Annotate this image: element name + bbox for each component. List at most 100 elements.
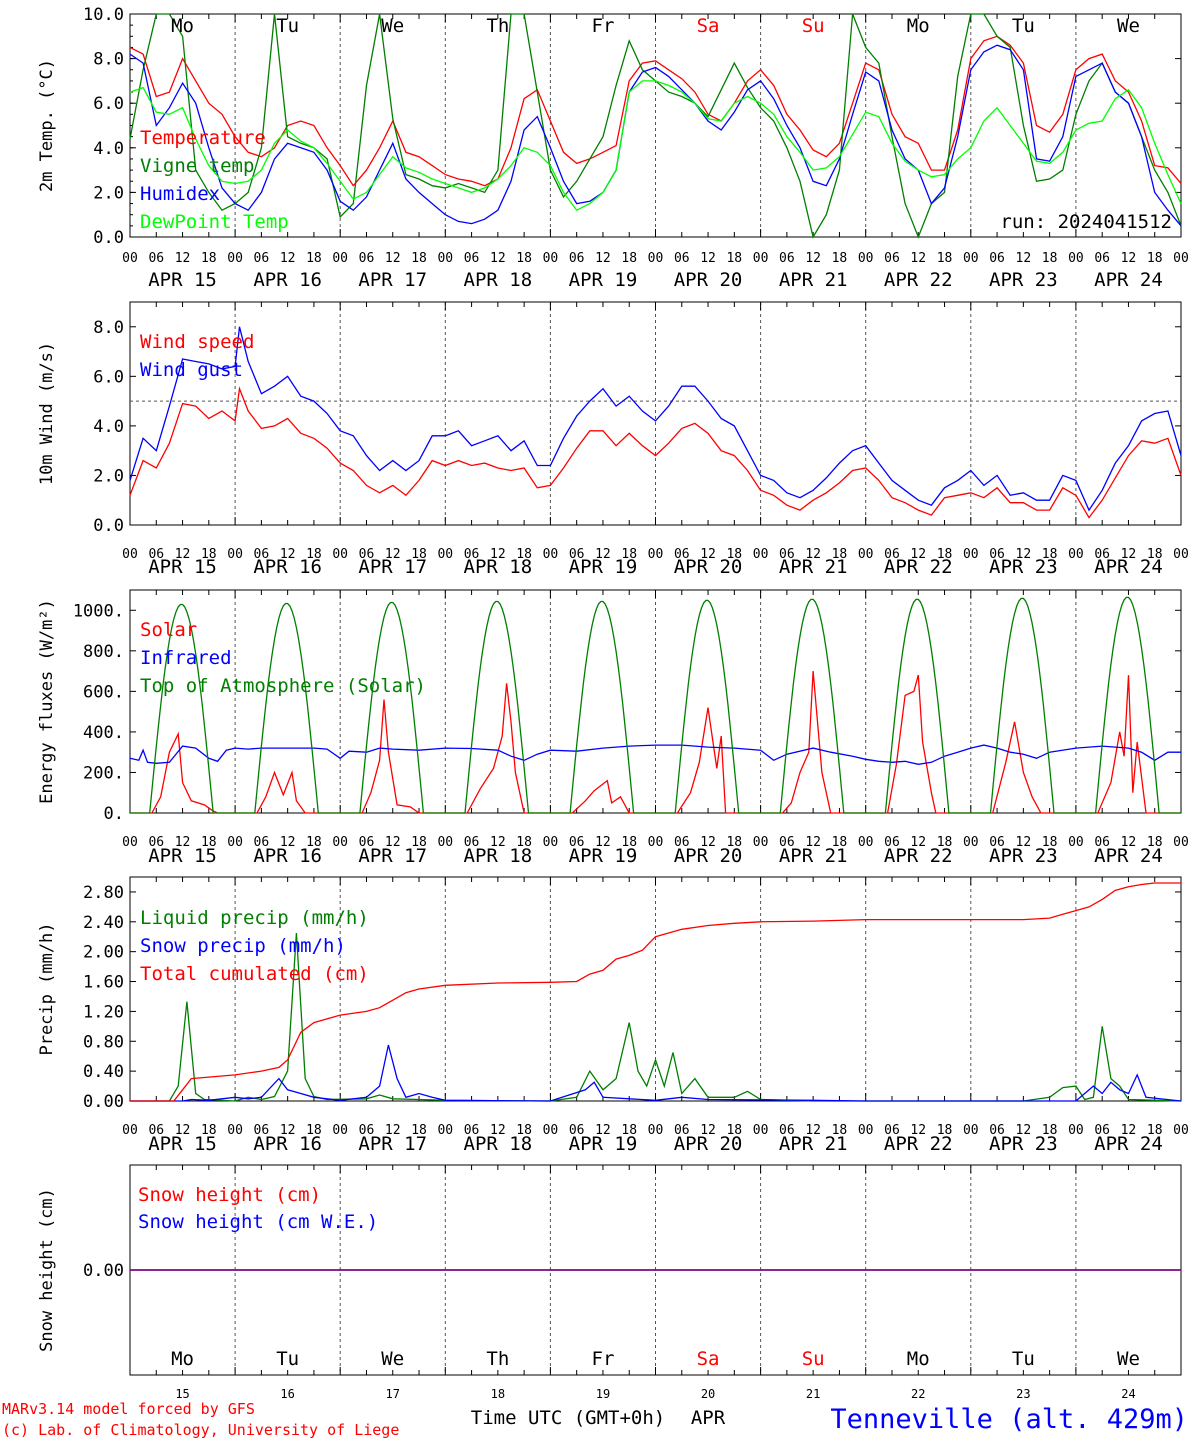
hour-tick-label: 00 bbox=[332, 835, 348, 850]
hour-tick-label: 06 bbox=[674, 1123, 690, 1138]
legend-entry: Wind speed bbox=[140, 331, 254, 353]
date-label: APR 18 bbox=[464, 845, 533, 867]
weekday-label: Th bbox=[486, 15, 509, 37]
hour-tick-label: 18 bbox=[516, 251, 532, 266]
hour-tick-label: 18 bbox=[516, 835, 532, 850]
y-axis-label: Energy fluxes (W/m²) bbox=[37, 599, 57, 804]
hour-tick-label: 12 bbox=[1016, 251, 1032, 266]
hour-tick-label: 00 bbox=[227, 547, 243, 562]
hour-tick-label: 12 bbox=[385, 1123, 401, 1138]
hour-tick-label: 00 bbox=[122, 835, 138, 850]
hour-tick-label: 12 bbox=[490, 1123, 506, 1138]
day-number-label: 21 bbox=[806, 1387, 820, 1401]
hour-tick-label: 00 bbox=[543, 547, 559, 562]
hour-tick-label: 18 bbox=[621, 251, 637, 266]
hour-tick-label: 06 bbox=[989, 835, 1005, 850]
hour-tick-label: 12 bbox=[805, 251, 821, 266]
hour-tick-label: 00 bbox=[1068, 251, 1084, 266]
hour-tick-label: 00 bbox=[122, 547, 138, 562]
hour-tick-label: 12 bbox=[1016, 835, 1032, 850]
hour-tick-label: 00 bbox=[648, 251, 664, 266]
hour-tick-label: 00 bbox=[648, 1123, 664, 1138]
hour-tick-label: 12 bbox=[385, 547, 401, 562]
y-tick-label: 10.0 bbox=[83, 5, 124, 25]
date-label: APR 21 bbox=[779, 269, 848, 291]
hour-tick-label: 06 bbox=[884, 547, 900, 562]
hour-tick-label: 06 bbox=[1094, 547, 1110, 562]
panel-3: 0. 200. 400. 600. 800. 1000. Energy fluxes (W/… bbox=[37, 589, 1189, 867]
y-tick-label: 0.40 bbox=[83, 1062, 124, 1082]
date-label: APR 20 bbox=[674, 845, 743, 867]
date-label: APR 15 bbox=[148, 269, 217, 291]
y-tick-label: 1000. bbox=[73, 601, 124, 621]
y-tick-label: 2.80 bbox=[83, 883, 124, 903]
credit-line-2: (c) Lab. of Climatology, University of L… bbox=[2, 1421, 399, 1439]
panel-5: 0.00 Snow height (cm) Snow height (cm) Snow… bbox=[37, 1164, 1182, 1401]
date-label: APR 20 bbox=[674, 556, 743, 578]
day-number-label: 20 bbox=[701, 1387, 715, 1401]
hour-tick-label: 12 bbox=[280, 251, 296, 266]
day-number-label: 22 bbox=[911, 1387, 925, 1401]
weekday-label: We bbox=[381, 1348, 404, 1370]
series-line-dewpoint-temp bbox=[129, 80, 1182, 212]
hour-tick-label: 18 bbox=[411, 251, 427, 266]
weekday-label: Tu bbox=[1012, 1348, 1035, 1370]
date-label: APR 22 bbox=[884, 556, 953, 578]
hour-tick-label: 00 bbox=[437, 1123, 453, 1138]
date-label: APR 15 bbox=[148, 1133, 217, 1155]
date-label: APR 22 bbox=[884, 1133, 953, 1155]
y-tick-label: 2.0 bbox=[93, 183, 124, 203]
series-line-humidex bbox=[129, 44, 1182, 227]
hour-tick-label: 12 bbox=[490, 835, 506, 850]
hour-tick-label: 12 bbox=[1121, 547, 1137, 562]
hour-tick-label: 06 bbox=[464, 1123, 480, 1138]
weekday-label: Fr bbox=[592, 1348, 615, 1370]
hour-tick-label: 00 bbox=[858, 835, 874, 850]
hour-tick-label: 00 bbox=[753, 251, 769, 266]
hour-tick-label: 00 bbox=[1068, 835, 1084, 850]
panel-4: 0.00 0.40 0.80 1.20 1.60 2.00 2.40 2.80 Precip (… bbox=[37, 876, 1189, 1155]
y-tick-label: 800. bbox=[83, 642, 124, 662]
y-tick-label: 2.0 bbox=[93, 466, 124, 486]
date-label: APR 17 bbox=[358, 845, 427, 867]
hour-tick-label: 06 bbox=[989, 1123, 1005, 1138]
hour-tick-label: 12 bbox=[595, 251, 611, 266]
weekday-label: Mo bbox=[171, 1348, 194, 1370]
hour-tick-label: 18 bbox=[726, 251, 742, 266]
weekday-label: Tu bbox=[1012, 15, 1035, 37]
series-line-liquid-precip-mm-h- bbox=[130, 932, 1182, 1102]
date-label: APR 23 bbox=[989, 1133, 1058, 1155]
legend-entry: Liquid precip (mm/h) bbox=[140, 907, 369, 929]
hour-tick-label: 00 bbox=[753, 547, 769, 562]
hour-tick-label: 00 bbox=[1173, 547, 1189, 562]
hour-tick-label: 06 bbox=[674, 547, 690, 562]
hour-tick-label: 12 bbox=[595, 1123, 611, 1138]
weekday-label: Mo bbox=[907, 15, 930, 37]
hour-tick-label: 06 bbox=[254, 1123, 270, 1138]
weekday-label: Mo bbox=[171, 15, 194, 37]
legend-entry: Snow height (cm) bbox=[138, 1184, 321, 1206]
y-tick-label: 600. bbox=[83, 682, 124, 702]
series-line-solar bbox=[130, 671, 1181, 814]
hour-tick-label: 18 bbox=[621, 835, 637, 850]
date-label: APR 19 bbox=[569, 1133, 638, 1155]
hour-tick-label: 18 bbox=[621, 547, 637, 562]
y-tick-label: 0.0 bbox=[93, 228, 124, 248]
plot-frame bbox=[129, 589, 1182, 814]
series-line-top-of-atmosphere-solar- bbox=[130, 596, 1181, 814]
weekday-label: Su bbox=[802, 15, 825, 37]
y-tick-label: 0. bbox=[104, 804, 124, 824]
weekday-label: Sa bbox=[697, 1348, 720, 1370]
legend-entry: Wind gust bbox=[140, 359, 243, 381]
hour-tick-label: 12 bbox=[490, 547, 506, 562]
date-label: APR 20 bbox=[674, 269, 743, 291]
hour-tick-label: 12 bbox=[1016, 1123, 1032, 1138]
hour-tick-label: 00 bbox=[437, 835, 453, 850]
date-label: APR 15 bbox=[148, 845, 217, 867]
date-label: APR 16 bbox=[253, 845, 322, 867]
series-line-infrared bbox=[129, 744, 1181, 765]
hour-tick-label: 18 bbox=[306, 547, 322, 562]
hour-tick-label: 18 bbox=[621, 1123, 637, 1138]
hour-tick-label: 00 bbox=[1173, 251, 1189, 266]
date-label: APR 21 bbox=[779, 556, 848, 578]
